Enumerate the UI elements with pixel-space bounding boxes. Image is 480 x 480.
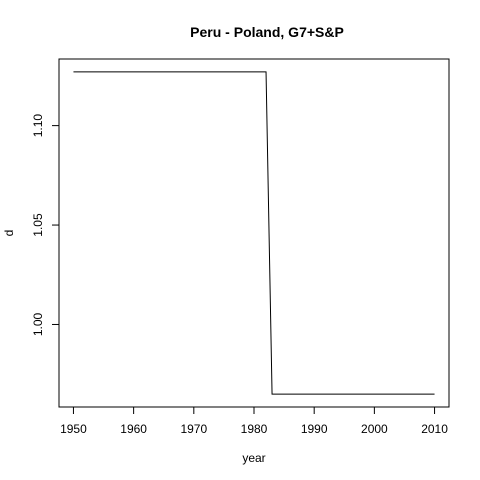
series-line (73, 71, 435, 395)
x-tick-label: 1950 (60, 422, 87, 436)
plot-frame (58, 58, 450, 408)
y-axis-label: d (2, 230, 16, 237)
chart-title: Peru - Poland, G7+S&P (190, 24, 344, 40)
y-axis: 1.00 1.05 1.10 (31, 114, 60, 336)
x-tick-label: 1960 (120, 422, 147, 436)
x-tick-label: 2010 (421, 422, 448, 436)
y-tick-label: 1.00 (31, 312, 45, 336)
x-axis-label: year (242, 451, 265, 465)
y-tick-label: 1.10 (31, 114, 45, 138)
series-layer (73, 71, 435, 395)
x-tick-label: 2000 (361, 422, 388, 436)
x-axis: 1950 1960 1970 1980 1990 2000 2010 (60, 406, 448, 436)
y-tick-label: 1.05 (31, 213, 45, 237)
x-tick-label: 1970 (180, 422, 207, 436)
x-tick-label: 1990 (301, 422, 328, 436)
x-tick-label: 1980 (241, 422, 268, 436)
